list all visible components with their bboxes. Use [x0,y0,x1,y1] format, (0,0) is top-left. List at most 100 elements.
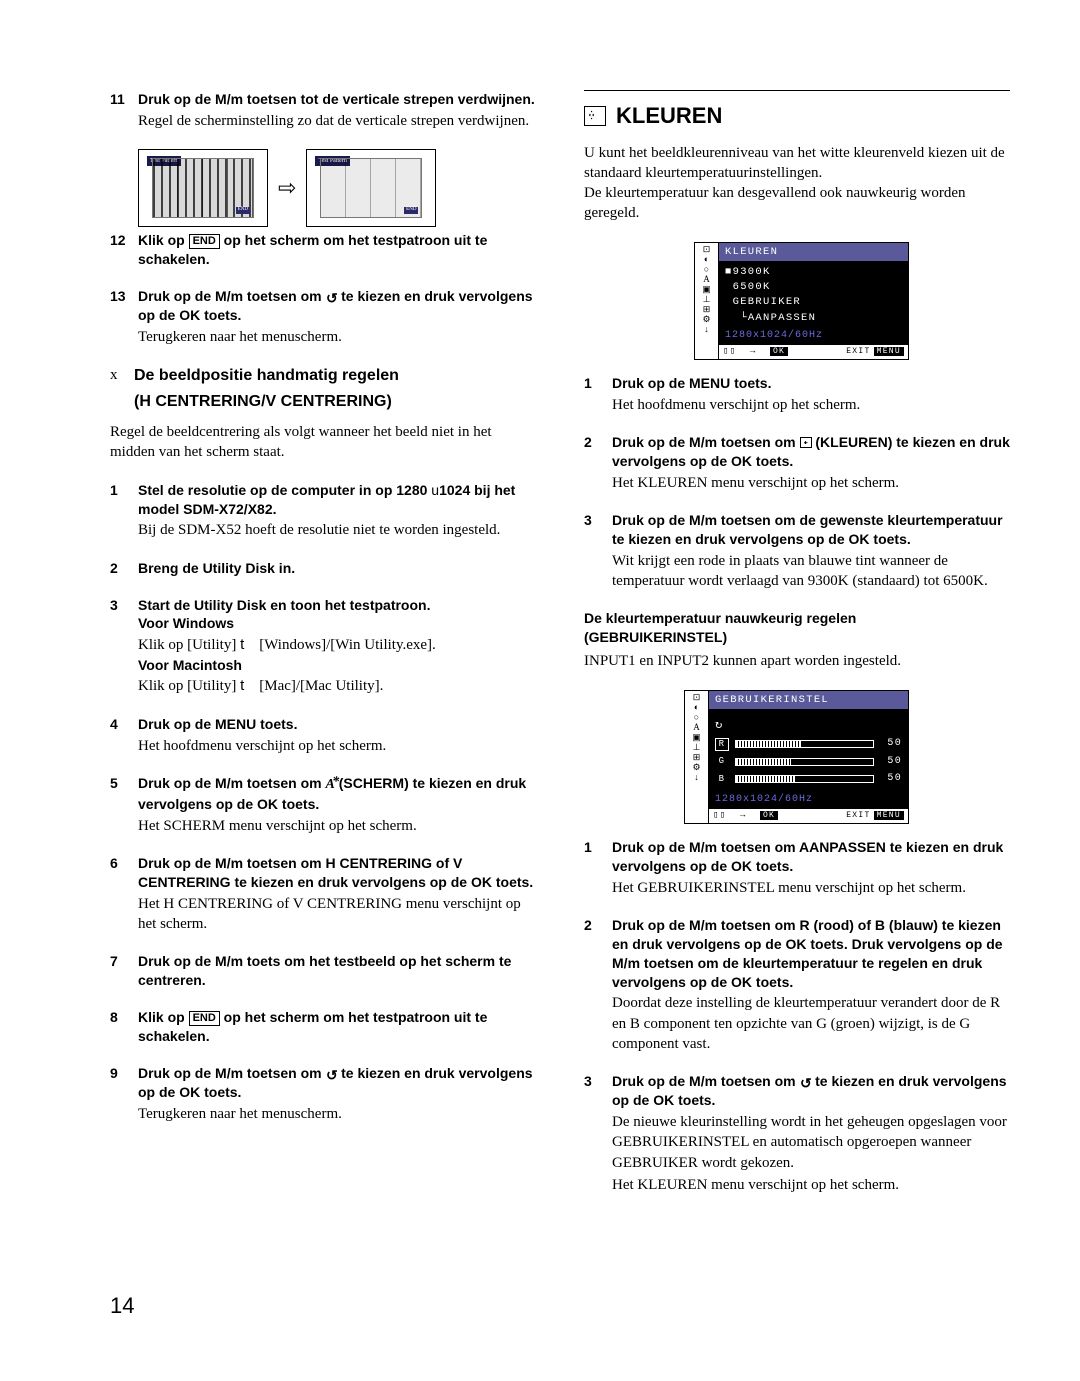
osd-side-icon: ⊥ [703,295,711,304]
sub-paragraph: INPUT1 en INPUT2 kunnen apart worden ing… [584,651,1010,671]
osd-resolution: 1280x1024/60Hz [719,328,908,346]
osd-side-icon: ◐ [704,255,709,264]
b-step-2: 2 Druk op de M/m toetsen om R (rood) of … [584,916,1010,1054]
intro-paragraph-2: De kleurtemperatuur kan desgevallend ook… [584,183,1010,224]
heading-line1: De beeldpositie handmatig regelen [134,365,399,387]
step-8: 8 Klik op END op het scherm om het testp… [110,1008,536,1046]
heading-line2: (H CENTRERING/V CENTRERING) [134,391,399,413]
step-title: Klik op END op het scherm om het testpat… [138,1008,536,1046]
r-step-1: 1 Druk op de MENU toets. Het hoofdmenu v… [584,374,1010,415]
step-description: De nieuwe kleurinstelling wordt in het g… [612,1112,1010,1173]
osd-side-icon: ⊞ [703,305,711,314]
step-title: Klik op END op het scherm om het testpat… [138,231,536,269]
step-description: Doordat deze instelling de kleurtemperat… [612,993,1010,1054]
step-1: 1 Stel de resolutie op de computer in op… [110,481,536,541]
osd-side-icon: ◐ [694,703,699,712]
step-number: 2 [110,559,138,578]
section-rule [584,90,1010,91]
osd-side-icon: ↓ [704,325,709,334]
mac-line: Klik op [Utility] t [Mac]/[Mac Utility]. [138,676,536,696]
step-6: 6 Druk op de M/m toetsen om H CENTRERING… [110,854,536,934]
step-title: Druk op de M/m toetsen om ↻ te kiezen en… [138,1064,536,1102]
step-number: 1 [584,838,612,898]
windows-heading: Voor Windows [138,614,536,633]
step-description: Regel de scherminstelling zo dat de vert… [138,111,536,131]
slider-g: G 50 [715,755,902,770]
step-number: 11 [110,90,138,131]
step-title: Druk op de M/m toetsen om R (rood) of B … [612,916,1010,992]
step-number: 4 [110,715,138,756]
end-box-icon: END [189,234,220,249]
kleuren-icon: ∴∵ [584,106,606,126]
step-description: Het H CENTRERING of V CENTRERING menu ve… [138,894,536,935]
step-description: Het KLEUREN menu verschijnt op het scher… [612,1175,1010,1195]
step-description: Het SCHERM menu verschijnt op het scherm… [138,816,536,836]
r-step-3: 3 Druk op de M/m toetsen om de gewenste … [584,511,1010,591]
return-icon: ↻ [800,1074,812,1093]
step-description: Terugkeren naar het menuscherm. [138,327,536,347]
osd-title: KLEUREN [719,243,908,261]
osd-side-icon: ○ [704,265,709,274]
end-box-icon: END [189,1011,220,1026]
step-number: 3 [584,1072,612,1195]
step-2: 2 Breng de Utility Disk in. [110,559,536,578]
step-title: Druk op de M/m toetsen om A⃰ (SCHERM) te… [138,774,536,814]
osd-sidebar: ⊡ ◐ ○ A ▣ ⊥ ⊞ ⚙ ↓ [695,243,719,359]
step-title: Druk op de MENU toets. [612,374,1010,393]
osd-side-icon: ⚙ [692,763,700,772]
step-description: Het hoofdmenu verschijnt op het scherm. [612,395,1010,415]
right-column: ∴∵ KLEUREN U kunt het beeldkleurenniveau… [584,90,1010,1213]
pattern-after: Test Pattern END [306,149,436,227]
step-number: 3 [110,596,138,697]
step-3: 3 Start de Utility Disk en toon het test… [110,596,536,697]
step-12: 12 Klik op END op het scherm om het test… [110,231,536,269]
step-number: 12 [110,231,138,269]
step-7: 7 Druk op de M/m toets om het testbeeld … [110,952,536,990]
step-title: Druk op de M/m toetsen om (KLEUREN) te k… [612,433,1010,471]
scherm-icon: A⃰ [326,777,335,792]
osd-sidebar: ⊡ ◐ ○ A ▣ ⊥ ⊞ ⚙ ↓ [685,691,709,823]
osd-side-icon: ○ [694,713,699,722]
arrow-icon: ⇨ [278,173,296,203]
page-number: 14 [110,1291,134,1321]
osd-side-icon: ↓ [694,773,699,782]
b-step-3: 3 Druk op de M/m toetsen om ↻ te kiezen … [584,1072,1010,1195]
step-title: Stel de resolutie op de computer in op 1… [138,481,536,519]
section-paragraph: Regel de beeldcentrering als volgt wanne… [110,422,536,463]
step-11: 11 Druk op de M/m toetsen tot de vertica… [110,90,536,131]
osd-resolution: 1280x1024/60Hz [709,792,908,810]
step-4: 4 Druk op de MENU toets. Het hoofdmenu v… [110,715,536,756]
section-title: ∴∵ KLEUREN [584,101,1010,131]
pattern-before: Test Pattern END [138,149,268,227]
step-title: Druk op de M/m toetsen om H CENTRERING o… [138,854,536,892]
osd-body: ■9300K 6500K GEBRUIKER └AANPASSEN [719,261,908,328]
b-step-1: 1 Druk op de M/m toetsen om AANPASSEN te… [584,838,1010,898]
r-step-2: 2 Druk op de M/m toetsen om (KLEUREN) te… [584,433,1010,493]
mac-heading: Voor Macintosh [138,656,536,675]
osd-side-icon: ▣ [692,733,701,742]
osd-side-icon: ⊡ [703,245,711,254]
step-description: Het KLEUREN menu verschijnt op het scher… [612,473,1010,493]
osd-title: GEBRUIKERINSTEL [709,691,908,709]
osd-side-icon: ⊞ [693,753,701,762]
step-title: Druk op de M/m toetsen om AANPASSEN te k… [612,838,1010,876]
step-title: Druk op de M/m toets om het testbeeld op… [138,952,536,990]
osd-side-icon: ⚙ [702,315,710,324]
step-description: Het GEBRUIKERINSTEL menu verschijnt op h… [612,878,1010,898]
step-number: 6 [110,854,138,934]
step-title: Druk op de M/m toetsen om ↻ te kiezen en… [138,287,536,325]
osd-side-icon: ▣ [702,285,711,294]
step-description: Wit krijgt een rode in plaats van blauwe… [612,551,1010,592]
step-description: Bij de SDM-X52 hoeft de resolutie niet t… [138,520,536,540]
bullet-marker: x [110,365,122,416]
osd-footer: ▯▯ → OK EXITMENU [709,809,908,823]
osd-side-icon: ⊡ [693,693,701,702]
test-pattern-illustration: Test Pattern END ⇨ Test Pattern END [138,149,536,227]
step-number: 1 [584,374,612,415]
step-5: 5 Druk op de M/m toetsen om A⃰ (SCHERM) … [110,774,536,836]
step-number: 2 [584,433,612,493]
step-title: Start de Utility Disk en toon het testpa… [138,596,536,615]
windows-line: Klik op [Utility] t [Windows]/[Win Utili… [138,635,536,655]
slider-b: B 50 [715,772,902,787]
osd-body: ↻ R 50 G 50 B [709,709,908,792]
